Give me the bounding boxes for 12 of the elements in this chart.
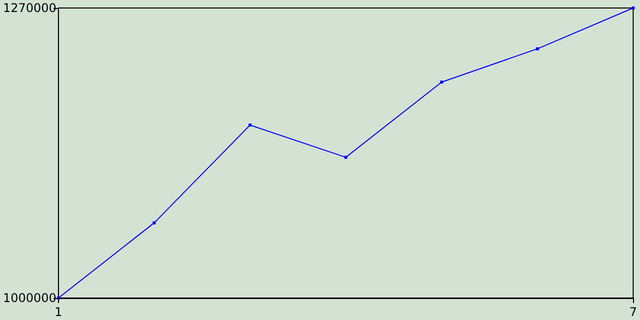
x-tick-label: 1 — [54, 305, 62, 319]
point — [440, 80, 444, 84]
point — [56, 296, 60, 300]
point — [632, 6, 635, 10]
y-tick-label: 1270000 — [2, 1, 56, 15]
x-tick-label: 7 — [629, 305, 638, 319]
point — [536, 47, 539, 50]
point — [344, 156, 348, 159]
point — [248, 124, 252, 127]
y-tick-label: 1000000 — [2, 291, 56, 305]
line-series — [56, 6, 635, 300]
point — [152, 221, 156, 224]
